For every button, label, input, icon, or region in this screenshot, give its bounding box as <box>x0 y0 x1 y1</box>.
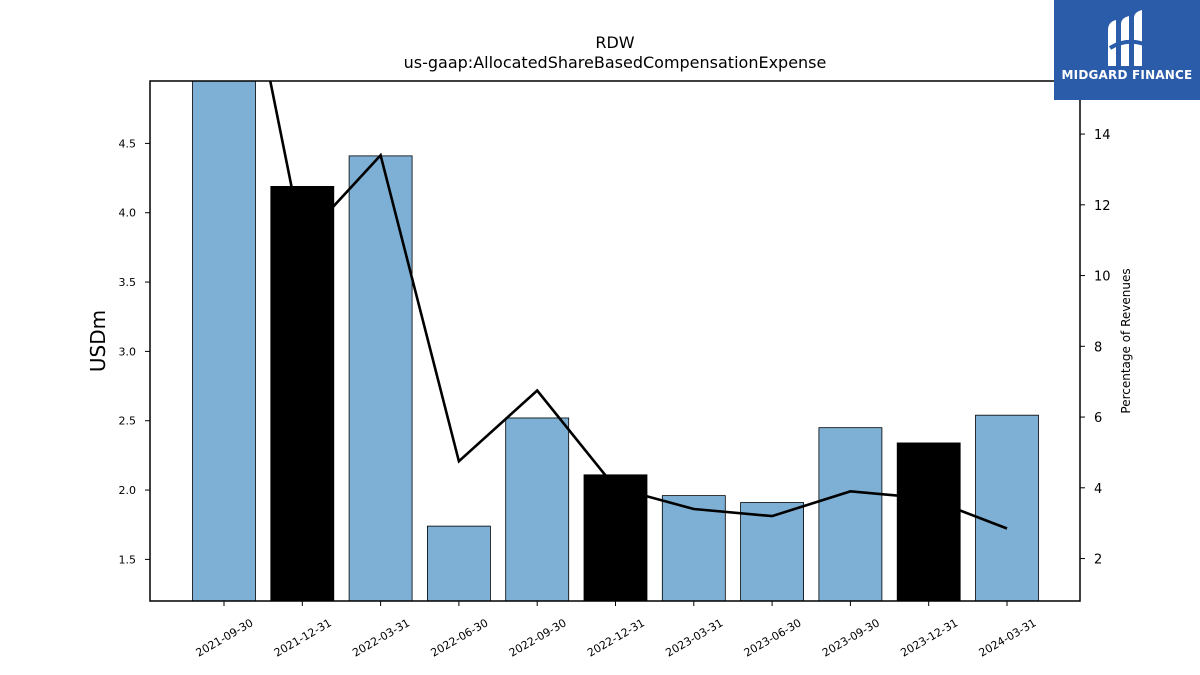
y-tick-label: 4.0 <box>119 207 137 220</box>
y2-tick-label: 6 <box>1094 411 1102 426</box>
chart-title: RDW <box>595 33 634 52</box>
bar-2023-12-31 <box>896 442 961 601</box>
x-tick-label: 2022-06-30 <box>429 616 491 659</box>
x-tick-label: 2023-03-31 <box>663 616 725 659</box>
y-tick-label: 2.5 <box>119 415 137 428</box>
y-tick-label: 1.5 <box>119 553 137 566</box>
percentage-line <box>268 81 1008 530</box>
y-tick-label: 3.0 <box>119 345 137 358</box>
midgard-finance-logo: MIDGARD FINANCE <box>1054 0 1200 100</box>
bar-2022-09-30 <box>505 417 570 601</box>
x-tick-label: 2023-09-30 <box>820 616 882 659</box>
x-tick-label: 2023-12-31 <box>898 616 960 659</box>
x-tick-label: 2022-12-31 <box>585 616 647 659</box>
y2-tick-label: 14 <box>1094 128 1111 143</box>
x-tick-label: 2023-06-30 <box>742 616 804 659</box>
bar-2022-06-30 <box>426 525 491 601</box>
x-tick-label: 2022-09-30 <box>507 616 569 659</box>
bar-2022-12-31 <box>583 474 648 601</box>
bar-2021-12-31 <box>270 185 335 601</box>
y2-tick-label: 8 <box>1094 340 1102 355</box>
y-axis-label: USDm <box>86 310 110 372</box>
bar-2024-03-31 <box>975 414 1039 601</box>
x-tick-label: 2024-03-31 <box>977 616 1039 659</box>
midgard-logo-icon <box>1108 10 1145 66</box>
y2-tick-label: 12 <box>1094 199 1111 214</box>
y2-tick-label: 4 <box>1094 482 1102 497</box>
y-tick-label: 4.5 <box>119 137 137 150</box>
x-tick-label: 2021-12-31 <box>272 616 334 659</box>
y2-tick-label: 2 <box>1094 553 1102 568</box>
x-tick-label: 2021-09-30 <box>194 616 256 659</box>
y-tick-label: 2.0 <box>119 484 137 497</box>
x-tick-label: 2022-03-31 <box>350 616 412 659</box>
bar-2023-09-30 <box>818 427 883 601</box>
bar-2023-03-31 <box>661 495 726 601</box>
y2-axis-label: Percentage of Revenues <box>1119 268 1133 413</box>
y-tick-label: 3.5 <box>119 276 137 289</box>
bar-2022-03-31 <box>348 155 413 601</box>
y2-tick-label: 10 <box>1094 270 1111 285</box>
logo-text: MIDGARD FINANCE <box>1061 68 1193 82</box>
chart-subtitle: us-gaap:AllocatedShareBasedCompensationE… <box>404 53 827 72</box>
bar-2021-09-30 <box>192 81 256 601</box>
